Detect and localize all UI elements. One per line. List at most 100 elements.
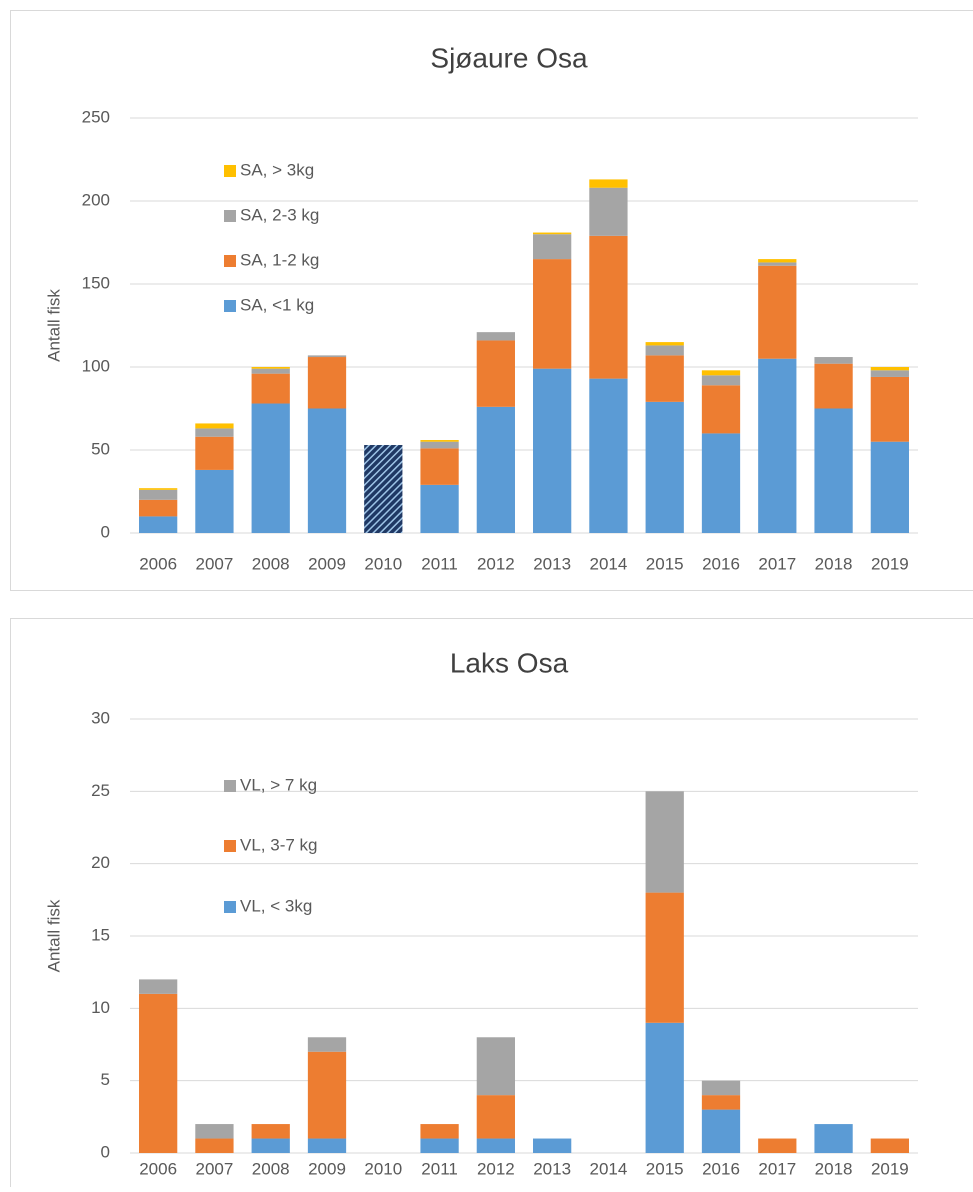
bar-segment	[139, 979, 177, 993]
y-tick-label: 50	[91, 439, 110, 458]
legend-label: SA, <1 kg	[240, 295, 314, 314]
bar-segment	[477, 1037, 515, 1095]
bar-segment	[758, 266, 796, 359]
bar-segment	[646, 402, 684, 533]
legend-label: VL, < 3kg	[240, 896, 312, 915]
x-tick-label: 2010	[364, 554, 402, 573]
y-axis-label: Antall fisk	[44, 289, 63, 362]
legend-label: SA, > 3kg	[240, 160, 314, 179]
bar-segment	[477, 407, 515, 533]
bar-segment	[252, 404, 290, 533]
x-tick-label: 2015	[646, 554, 684, 573]
x-tick-label: 2017	[758, 1159, 796, 1178]
x-tick-label: 2010	[364, 1159, 402, 1178]
y-tick-label: 20	[91, 853, 110, 872]
x-tick-label: 2012	[477, 1159, 515, 1178]
legend-swatch	[224, 840, 236, 852]
bar-segment	[589, 179, 627, 187]
legend-swatch	[224, 255, 236, 267]
bar-segment	[420, 485, 458, 533]
bar-segment	[477, 1095, 515, 1138]
bar-segment	[252, 369, 290, 374]
bar-segment	[871, 442, 909, 533]
bar-segment	[702, 375, 740, 385]
legend-label: VL, > 7 kg	[240, 775, 317, 794]
y-tick-label: 10	[91, 998, 110, 1017]
bar-segment	[814, 357, 852, 364]
bar-segment	[477, 340, 515, 406]
bar-segment	[646, 345, 684, 355]
legend-swatch	[224, 901, 236, 913]
x-tick-label: 2006	[139, 1159, 177, 1178]
bar-segment	[420, 1124, 458, 1138]
bar-segment	[533, 234, 571, 259]
legend-swatch	[224, 210, 236, 222]
bar-segment	[195, 470, 233, 533]
y-tick-label: 0	[101, 522, 110, 541]
y-tick-label: 5	[101, 1070, 110, 1089]
x-tick-label: 2018	[815, 554, 853, 573]
y-tick-label: 15	[91, 925, 110, 944]
bar-segment	[871, 377, 909, 442]
bar-segment	[252, 367, 290, 369]
bar-segment	[195, 1124, 233, 1138]
bar-segment	[252, 1124, 290, 1138]
x-tick-label: 2011	[421, 1159, 458, 1178]
x-tick-label: 2008	[252, 1159, 290, 1178]
bar-segment	[702, 433, 740, 533]
bar-segment	[195, 1139, 233, 1153]
bar-segment	[702, 1095, 740, 1109]
x-tick-label: 2015	[646, 1159, 684, 1178]
y-tick-label: 150	[82, 273, 110, 292]
bar-segment	[702, 370, 740, 375]
x-tick-label: 2014	[590, 1159, 628, 1178]
y-tick-label: 250	[82, 107, 110, 126]
x-tick-label: 2009	[308, 554, 346, 573]
bar-segment	[252, 1139, 290, 1153]
x-tick-label: 2019	[871, 554, 909, 573]
x-tick-label: 2007	[196, 554, 234, 573]
bar-segment	[420, 440, 458, 442]
bar-segment	[308, 357, 346, 408]
bar-segment	[533, 259, 571, 369]
bar-segment	[195, 437, 233, 470]
bar-segment	[139, 516, 177, 533]
bar-segment	[308, 409, 346, 534]
x-tick-label: 2014	[590, 554, 628, 573]
bar-segment	[195, 428, 233, 436]
bar-segment	[139, 994, 177, 1153]
bar-segment	[533, 1139, 571, 1153]
bar-segment	[646, 342, 684, 345]
bar-segment	[364, 445, 402, 533]
bar-segment	[477, 332, 515, 340]
legend-label: VL, 3-7 kg	[240, 835, 318, 854]
y-tick-label: 30	[91, 708, 110, 727]
bar-segment	[308, 355, 346, 357]
x-tick-label: 2016	[702, 1159, 740, 1178]
y-tick-label: 0	[101, 1142, 110, 1161]
chart-title: Sjøaure Osa	[430, 42, 588, 73]
bar-segment	[702, 1110, 740, 1153]
chart-title: Laks Osa	[450, 647, 569, 678]
bar-segment	[139, 488, 177, 490]
bar-segment	[139, 500, 177, 517]
legend-label: SA, 1-2 kg	[240, 250, 319, 269]
bar-segment	[308, 1139, 346, 1153]
x-tick-label: 2012	[477, 554, 515, 573]
bar-segment	[871, 370, 909, 377]
bar-segment	[308, 1052, 346, 1139]
bar-segment	[814, 1124, 852, 1153]
x-tick-label: 2009	[308, 1159, 346, 1178]
y-tick-label: 25	[91, 781, 110, 800]
bar-segment	[646, 1023, 684, 1153]
y-tick-label: 100	[82, 356, 110, 375]
bar-segment	[646, 893, 684, 1023]
x-tick-label: 2017	[758, 554, 796, 573]
legend-swatch	[224, 300, 236, 312]
x-tick-label: 2013	[533, 1159, 571, 1178]
x-tick-label: 2011	[421, 554, 458, 573]
bar-segment	[420, 448, 458, 485]
bar-segment	[871, 1139, 909, 1153]
y-tick-label: 200	[82, 190, 110, 209]
